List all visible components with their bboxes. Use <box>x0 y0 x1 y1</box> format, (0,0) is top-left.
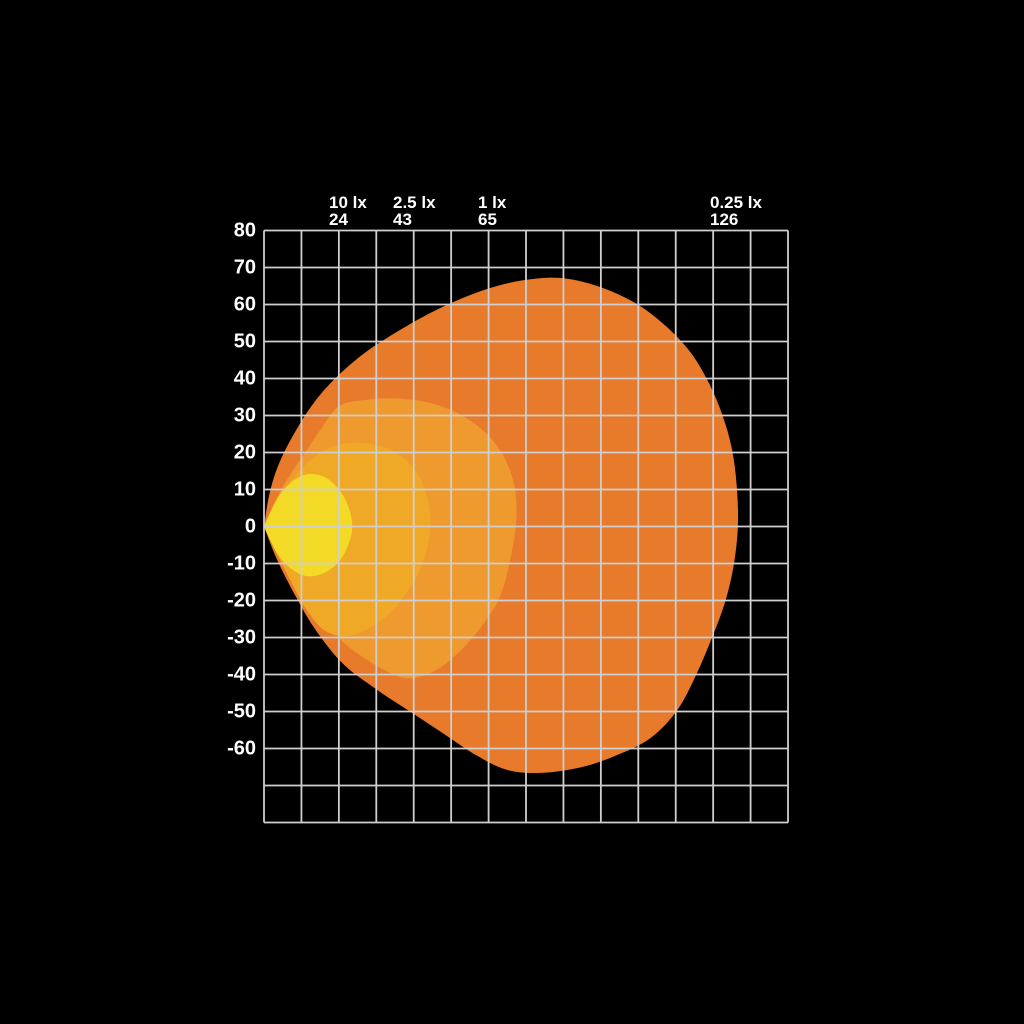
y-axis-tick-label: 20 <box>234 442 256 464</box>
y-axis-tick-label: -10 <box>227 553 256 575</box>
contour-distance-label: 126 <box>710 210 738 229</box>
contour-distance-label: 24 <box>329 210 348 229</box>
y-axis-tick-label: -20 <box>227 590 256 612</box>
y-axis-tick-label: 30 <box>234 405 256 427</box>
y-axis-tick-label: 0 <box>245 516 256 538</box>
contour-distance-label: 43 <box>393 210 412 229</box>
y-axis-tick-label: 10 <box>234 479 256 501</box>
contour-lux-label: 0.25 lx <box>710 193 763 212</box>
y-axis-tick-label: -50 <box>227 701 256 723</box>
contour-distance-label: 65 <box>478 210 497 229</box>
contour-lux-label: 10 lx <box>329 193 367 212</box>
y-axis-tick-label: 60 <box>234 294 256 316</box>
y-axis-tick-label: -60 <box>227 738 256 760</box>
isolux-contour-10lx <box>264 473 353 577</box>
y-axis-tick-label: 70 <box>234 257 256 279</box>
y-axis-tick-label: 50 <box>234 331 256 353</box>
y-axis-tick-label: 80 <box>234 220 256 242</box>
contour-lux-label: 1 lx <box>478 193 507 212</box>
y-axis-tick-label: 40 <box>234 368 256 390</box>
contour-lux-label: 2.5 lx <box>393 193 436 212</box>
y-axis-tick-label: -40 <box>227 664 256 686</box>
y-axis-tick-label: -30 <box>227 627 256 649</box>
